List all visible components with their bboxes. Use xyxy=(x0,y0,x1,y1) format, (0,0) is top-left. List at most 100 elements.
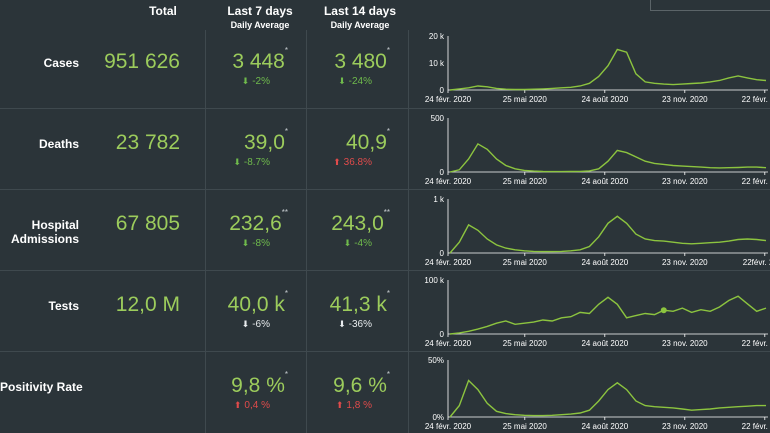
positivity-last7-value: 9,8 % xyxy=(231,374,285,397)
tests-chart[interactable]: 0 100 k 24 févr. 2020 25 mai 2020 24 août 20… xyxy=(418,274,770,350)
hover-point-marker[interactable] xyxy=(660,307,667,314)
x-tick-label: 24 août 2020 xyxy=(581,95,628,104)
tests-last14-change-text: -36% xyxy=(348,319,372,330)
x-tick-label: 24 févr. 2020 xyxy=(425,422,472,431)
x-tick-label: 25 mai 2020 xyxy=(503,422,548,431)
cases-last7: 3 448* ⬇ -2% xyxy=(168,46,288,87)
deaths-last7: 39,0* ⬇ -8.7% xyxy=(168,127,288,168)
row-label-hospital-admissions: Hospital Admissions xyxy=(0,218,79,246)
x-tick-label: 25 mai 2020 xyxy=(503,258,548,267)
y-tick-label: 10 k xyxy=(429,59,445,68)
series-line xyxy=(449,379,766,418)
header-total-label: Total xyxy=(149,4,177,18)
tests-last7: 40,0 k* ⬇ -6% xyxy=(168,289,288,330)
cases-last7-change-text: -2% xyxy=(252,76,270,87)
y-tick-label: 1 k xyxy=(433,195,445,204)
total-hospital: 67 805 xyxy=(115,212,180,235)
tests-last7-change: ⬇ -6% xyxy=(168,319,288,330)
x-tick-label: 23 nov. 2020 xyxy=(662,95,708,104)
header-last7-label: Last 7 days xyxy=(227,4,293,18)
hospital-last7-change: ⬇ -8% xyxy=(168,238,288,249)
x-tick-label: 24 févr. 2020 xyxy=(425,177,472,186)
hospital-last14: 243,0** ⬇ -4% xyxy=(270,208,390,249)
x-tick-label: 25 mai 2020 xyxy=(503,177,548,186)
footnote-marker: * xyxy=(386,127,390,136)
total-deaths: 23 782 xyxy=(115,131,180,154)
x-tick-label: 23 nov. 2020 xyxy=(662,177,708,186)
x-tick-label: 24 août 2020 xyxy=(581,258,628,267)
positivity-last7: 9,8 %* ⬆ 0,4 % xyxy=(168,370,288,411)
row-label-line2: Admissions xyxy=(10,232,79,246)
row-divider-2 xyxy=(0,189,770,190)
footnote-marker: * xyxy=(386,370,390,379)
arrow-down-icon: ⬇ xyxy=(233,157,241,167)
deaths-chart[interactable]: 0 500 24 févr. 2020 25 mai 2020 24 août 2020… xyxy=(418,112,770,188)
arrow-up-icon: ⬆ xyxy=(333,157,341,167)
x-tick-label: 23 nov. 2020 xyxy=(662,258,708,267)
tests-last7-change-text: -6% xyxy=(252,319,270,330)
total-cases: 951 626 xyxy=(104,50,180,73)
series-line xyxy=(449,48,767,91)
arrow-down-icon: ⬇ xyxy=(338,76,346,86)
y-tick-label: 0 xyxy=(440,168,445,177)
tests-last14-value: 41,3 k xyxy=(329,293,387,316)
top-right-frame xyxy=(650,0,770,11)
row-label-line1: Hospital xyxy=(31,218,79,232)
y-tick-label: 50% xyxy=(428,356,444,365)
header-last7: Last 7 days Daily Average xyxy=(215,4,305,30)
x-tick-label: 24 févr. 2020 xyxy=(425,258,472,267)
series-line xyxy=(449,142,767,173)
row-divider-3 xyxy=(0,270,770,271)
positivity-last14: 9,6 %* ⬆ 1,8 % xyxy=(270,370,390,411)
y-tick-label: 0% xyxy=(432,413,444,422)
row-divider-1 xyxy=(0,108,770,109)
header-last14: Last 14 days Daily Average xyxy=(315,4,405,30)
positivity-chart[interactable]: 0% 50% 24 févr. 2020 25 mai 2020 24 août 202… xyxy=(418,354,770,433)
x-tick-label: 24 août 2020 xyxy=(581,339,628,348)
footnote-marker: * xyxy=(386,46,390,55)
row-label-positivity: Positivity Rate xyxy=(0,380,83,394)
header-last14-sub: Daily Average xyxy=(330,20,390,30)
x-tick-label: 24 août 2020 xyxy=(581,422,628,431)
tests-last14: 41,3 k* ⬇ -36% xyxy=(270,289,390,330)
x-tick-label: 23 nov. 2020 xyxy=(662,339,708,348)
footnote-marker: * xyxy=(284,370,288,379)
x-tick-label: 23 nov. 2020 xyxy=(662,422,708,431)
footnote-marker: * xyxy=(284,46,288,55)
cases-last7-change: ⬇ -2% xyxy=(168,76,288,87)
x-tick-label: 24 févr. 2020 xyxy=(425,339,472,348)
x-tick-label: 22 févr. 2021 xyxy=(742,422,770,431)
hospital-last7-value: 232,6 xyxy=(229,212,282,235)
series-line xyxy=(449,215,767,254)
positivity-last14-value: 9,6 % xyxy=(333,374,387,397)
arrow-down-icon: ⬇ xyxy=(241,319,250,329)
series-line xyxy=(449,295,767,335)
row-label-cases: Cases xyxy=(43,56,79,70)
deaths-last7-change-text: -8.7% xyxy=(243,157,270,168)
cases-chart[interactable]: 0 10 k 20 k 24 févr. 2020 25 mai 2020 24 août… xyxy=(418,30,770,106)
positivity-last14-change: ⬆ 1,8 % xyxy=(270,400,390,411)
deaths-last14: 40,9* ⬆ 36.8% xyxy=(270,127,390,168)
hospital-last14-value: 243,0 xyxy=(331,212,384,235)
hospital-last7-change-text: -8% xyxy=(252,238,270,249)
hospital-last14-change-text: -4% xyxy=(354,238,372,249)
hospital-last14-change: ⬇ -4% xyxy=(270,238,390,249)
arrow-down-icon: ⬇ xyxy=(241,76,250,86)
deaths-last14-change-text: 36.8% xyxy=(343,157,372,168)
x-tick-label: 22 févr. 2021 xyxy=(742,339,770,348)
arrow-down-icon: ⬇ xyxy=(241,238,250,248)
cases-last7-value: 3 448 xyxy=(232,50,285,73)
hospital-last7: 232,6** ⬇ -8% xyxy=(168,208,288,249)
header-last7-sub: Daily Average xyxy=(230,20,290,30)
y-tick-label: 500 xyxy=(431,114,445,123)
footnote-marker: * xyxy=(284,127,288,136)
deaths-last14-value: 40,9 xyxy=(346,131,387,154)
deaths-last14-change: ⬆ 36.8% xyxy=(270,157,390,168)
total-tests: 12,0 M xyxy=(115,293,180,316)
header-last14-label: Last 14 days xyxy=(323,4,397,18)
hospital-chart[interactable]: 0 1 k 24 févr. 2020 25 mai 2020 24 août 2020… xyxy=(418,193,770,269)
y-tick-label: 20 k xyxy=(429,32,445,41)
column-divider-1 xyxy=(205,30,206,433)
arrow-down-icon: ⬇ xyxy=(338,319,346,329)
arrow-up-icon: ⬆ xyxy=(233,400,242,410)
